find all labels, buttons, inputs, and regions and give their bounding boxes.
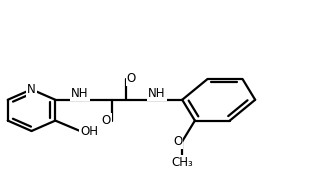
Text: NH: NH bbox=[71, 87, 89, 100]
Text: O: O bbox=[101, 114, 111, 127]
Text: OH: OH bbox=[80, 124, 98, 137]
Text: NH: NH bbox=[148, 87, 165, 100]
Text: O: O bbox=[173, 135, 182, 148]
Text: CH₃: CH₃ bbox=[171, 156, 193, 169]
Text: O: O bbox=[127, 72, 136, 85]
Text: N: N bbox=[27, 83, 36, 96]
